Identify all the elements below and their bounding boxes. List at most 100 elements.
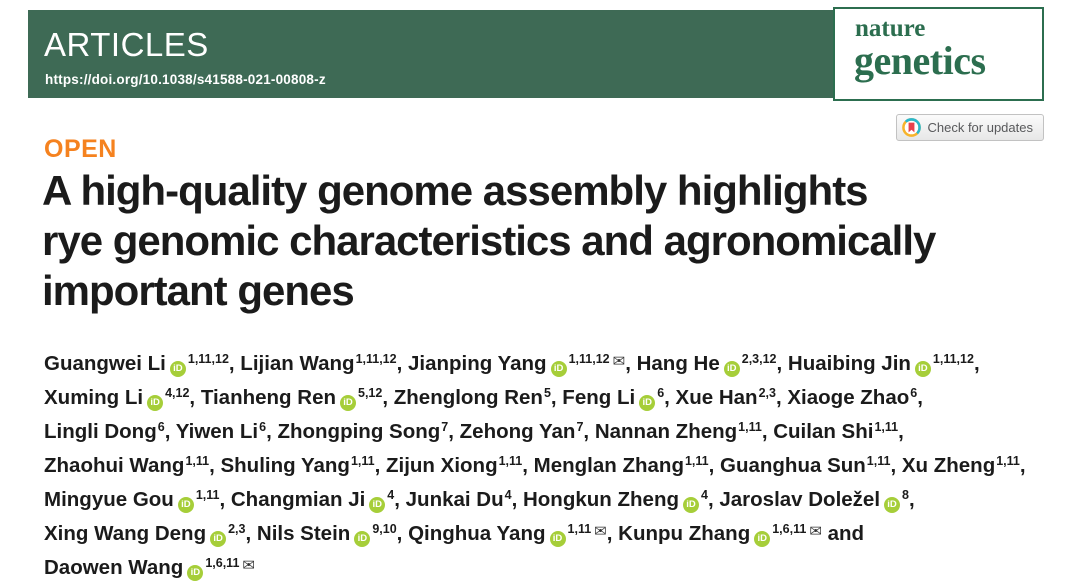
author-name: Xiaoge Zhao xyxy=(787,386,910,409)
affiliation-superscript: 1,11 xyxy=(350,454,375,468)
author-name: Lingli Dong xyxy=(44,420,157,443)
affiliation-superscript: 2,3 xyxy=(228,522,246,536)
orcid-icon[interactable]: iD xyxy=(754,531,771,547)
author-name: Zhenglong Ren xyxy=(393,386,543,409)
author-name: Xing Wang Deng xyxy=(44,522,207,545)
author-name: Huaibing Jin xyxy=(787,352,911,375)
author-separator: , xyxy=(396,522,409,545)
email-icon[interactable]: ✉ xyxy=(809,522,822,540)
author-separator: , xyxy=(776,352,788,375)
open-access-label: OPEN xyxy=(44,135,117,163)
affiliation-superscript: 1,11,12 xyxy=(932,352,974,366)
author-name: Guanghua Sun xyxy=(720,454,866,477)
orcid-icon[interactable]: iD xyxy=(683,497,699,513)
author-name: Hongkun Zheng xyxy=(522,488,679,511)
author-line: Xing Wang Deng iD2,3, Nils Stein iD9,10, Q… xyxy=(44,518,1056,552)
affiliation-superscript: 6 xyxy=(657,386,665,400)
orcid-icon[interactable]: iD xyxy=(550,361,567,377)
author-list: Guangwei Li iD1,11,12, Lijian Wang1,11,12… xyxy=(44,348,1056,586)
orcid-icon[interactable]: iD xyxy=(639,395,656,411)
orcid-icon[interactable]: iD xyxy=(169,361,186,377)
orcid-icon[interactable]: iD xyxy=(177,497,194,513)
author-separator: and xyxy=(821,522,865,545)
author-line: Lingli Dong6, Yiwen Li6, Zhongping Song7… xyxy=(44,416,1056,450)
author-separator: , xyxy=(550,386,563,409)
email-icon[interactable]: ✉ xyxy=(242,556,255,574)
author-name: Yiwen Li xyxy=(175,420,259,443)
author-name: Jianping Yang xyxy=(407,352,547,375)
orcid-icon[interactable]: iD xyxy=(210,531,227,547)
affiliation-superscript: 4,12 xyxy=(165,386,190,400)
orcid-icon[interactable]: iD xyxy=(914,361,931,377)
author-separator: , xyxy=(707,488,720,511)
author-separator: , xyxy=(708,454,721,477)
author-name: Jaroslav Doležel xyxy=(719,488,881,511)
affiliation-superscript: 1,11 xyxy=(567,522,592,536)
orcid-icon[interactable]: iD xyxy=(884,497,901,513)
author-name: Feng Li xyxy=(562,386,636,409)
article-title: A high-quality genome assembly highlight… xyxy=(42,167,936,314)
affiliation-superscript: 8 xyxy=(902,488,909,502)
affiliation-superscript: 1,11 xyxy=(684,454,709,468)
affiliation-superscript: 1,11,12 xyxy=(355,352,397,366)
author-separator: , xyxy=(448,420,460,443)
journal-logo-line2: genetics xyxy=(854,38,986,83)
affiliation-superscript: 1,11 xyxy=(185,454,210,468)
orcid-icon[interactable]: iD xyxy=(147,395,164,411)
orcid-icon[interactable]: iD xyxy=(187,565,204,581)
affiliation-superscript: 1,11,12 xyxy=(187,352,229,366)
author-name: Hang He xyxy=(636,352,720,375)
affiliation-superscript: 4 xyxy=(504,488,512,502)
author-line: Guangwei Li iD1,11,12, Lijian Wang1,11,12… xyxy=(44,348,1056,382)
author-name: Junkai Du xyxy=(405,488,504,511)
author-name: Zhaohui Wang xyxy=(44,454,185,477)
affiliation-superscript: 7 xyxy=(441,420,449,434)
affiliation-superscript: 1,11 xyxy=(498,454,523,468)
orcid-icon[interactable]: iD xyxy=(369,497,386,513)
author-line: Daowen Wang iD1,6,11 ✉ xyxy=(44,552,1056,586)
affiliation-superscript: 5,12 xyxy=(358,386,383,400)
author-separator: , xyxy=(266,420,278,443)
author-line: Xuming Li iD4,12, Tianheng Ren iD5,12, Zhe… xyxy=(44,382,1056,416)
affiliation-superscript: 1,11 xyxy=(996,454,1020,468)
affiliation-superscript: 1,11,12 xyxy=(568,352,610,366)
check-for-updates-button[interactable]: Check for updates xyxy=(896,114,1044,141)
author-name: Kunpu Zhang xyxy=(618,522,751,545)
orcid-icon[interactable]: iD xyxy=(549,531,566,547)
email-icon[interactable]: ✉ xyxy=(594,522,607,540)
affiliation-superscript: 4 xyxy=(701,488,708,502)
affiliation-superscript: 6 xyxy=(910,386,918,400)
author-name: Zijun Xiong xyxy=(386,454,498,477)
author-line: Mingyue Gou iD1,11, Changmian Ji iD4, Junk… xyxy=(44,484,1056,518)
author-separator: , xyxy=(396,352,408,375)
author-line: Zhaohui Wang1,11, Shuling Yang1,11, Ziju… xyxy=(44,450,1056,484)
orcid-icon[interactable]: iD xyxy=(354,531,371,547)
affiliation-superscript: 2,3 xyxy=(758,386,776,400)
author-separator: , xyxy=(583,420,595,443)
author-name: Lijian Wang xyxy=(240,352,355,375)
doi-text: https://doi.org/10.1038/s41588-021-00808… xyxy=(45,72,326,87)
orcid-icon[interactable]: iD xyxy=(340,395,356,411)
author-separator: , xyxy=(522,454,534,477)
author-name: Mingyue Gou xyxy=(44,488,174,511)
author-separator: , xyxy=(245,522,257,545)
email-icon[interactable]: ✉ xyxy=(612,352,626,370)
author-name: Menglan Zhang xyxy=(533,454,684,477)
author-separator: , xyxy=(382,386,394,409)
author-separator: , xyxy=(164,420,176,443)
orcid-icon[interactable]: iD xyxy=(723,361,740,377)
author-separator: , xyxy=(898,420,904,443)
author-name: Zehong Yan xyxy=(459,420,576,443)
author-separator: , xyxy=(664,386,676,409)
author-separator: , xyxy=(973,352,980,375)
author-separator: , xyxy=(209,454,221,477)
affiliation-superscript: 1,11 xyxy=(866,454,891,468)
author-name: Zhongping Song xyxy=(277,420,441,443)
affiliation-superscript: 1,6,11 xyxy=(772,522,807,536)
author-name: Guangwei Li xyxy=(44,352,166,375)
author-name: Xue Han xyxy=(675,386,758,409)
author-separator: , xyxy=(761,420,774,443)
crossmark-icon xyxy=(902,118,922,137)
author-name: Nannan Zheng xyxy=(594,420,738,443)
